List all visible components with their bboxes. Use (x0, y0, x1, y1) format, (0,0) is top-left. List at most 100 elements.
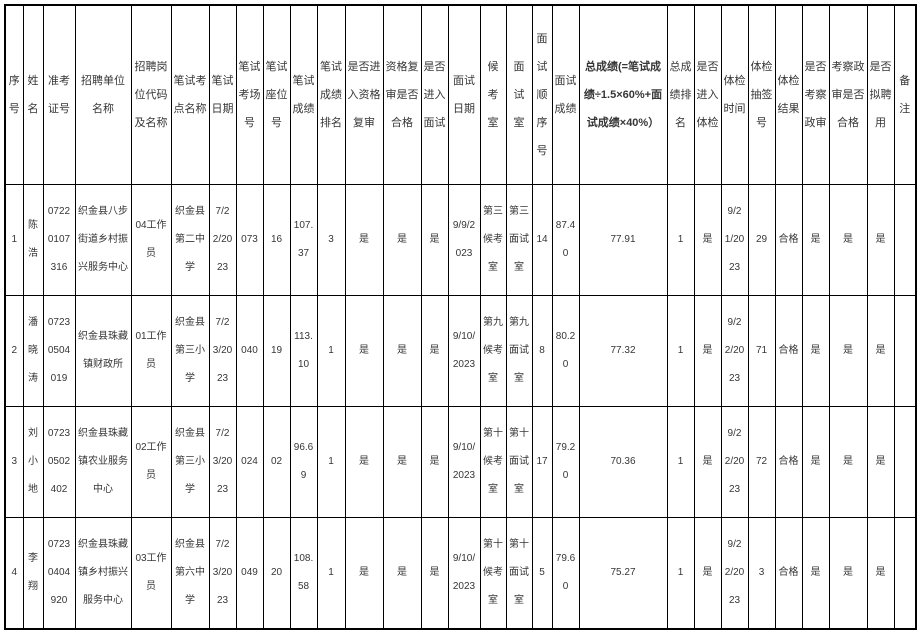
column-header: 是否进入面试 (420, 4, 449, 185)
table-cell: 3 (316, 184, 346, 296)
table-cell: 陈浩 (22, 184, 44, 296)
table-cell: 第十候考室 (479, 406, 507, 518)
column-header: 笔试日期 (208, 4, 237, 185)
column-header: 体检抽签号 (747, 4, 776, 185)
table-row: 2 潘晓涛 07230504019 织金县珠藏镇财政所 01工作员 织金县第三小学 7/23… (4, 295, 917, 407)
table-cell: 7/23/2023 (208, 517, 237, 630)
table-cell: 第九面试室 (505, 295, 533, 407)
table-cell: 1 (4, 184, 24, 296)
table-cell: 1 (666, 295, 695, 407)
table-cell: 是 (693, 184, 722, 296)
table-cell: 79.60 (551, 517, 580, 630)
table-cell: 20 (262, 517, 291, 630)
table-cell: 第十面试室 (505, 406, 533, 518)
table-cell: 71 (747, 295, 776, 407)
table-cell: 第十候考室 (479, 517, 507, 630)
table-cell: 108.58 (289, 517, 318, 630)
table-cell: 是 (693, 406, 722, 518)
table-cell: 织金县第六中学 (170, 517, 210, 630)
table-cell: 75.27 (578, 517, 668, 630)
table-cell: 9/22/2023 (720, 295, 749, 407)
table-cell: 是 (866, 184, 895, 296)
table-cell: 是 (344, 295, 384, 407)
table-cell: 是 (693, 295, 722, 407)
table-cell: 是 (866, 406, 895, 518)
column-header: 笔试座位号 (262, 4, 291, 185)
column-header: 备注 (893, 4, 917, 185)
table-cell: 01工作员 (130, 295, 172, 407)
table-cell: 1 (316, 406, 346, 518)
column-header: 总成绩排名 (666, 4, 695, 185)
table-cell: 2 (4, 295, 24, 407)
column-header: 体检结果 (774, 4, 803, 185)
column-header: 姓名 (22, 4, 44, 185)
table-cell: 9/22/2023 (720, 517, 749, 630)
table-cell: 19 (262, 295, 291, 407)
column-header: 面试顺序号 (531, 4, 553, 185)
table-cell: 1 (666, 184, 695, 296)
table-cell: 024 (235, 406, 264, 518)
table-cell (893, 184, 917, 296)
table-cell: 是 (801, 184, 830, 296)
column-header: 是否进入体检 (693, 4, 722, 185)
table-cell: 合格 (774, 184, 803, 296)
table-cell: 是 (828, 517, 868, 630)
table-cell: 是 (828, 184, 868, 296)
table-cell: 1 (316, 295, 346, 407)
table-cell (893, 517, 917, 630)
table-cell: 9/9/2023 (447, 184, 481, 296)
table-cell: 07220107316 (42, 184, 76, 296)
table-cell: 9/10/2023 (447, 295, 481, 407)
table-cell: 049 (235, 517, 264, 630)
table-cell: 7/23/2023 (208, 406, 237, 518)
column-header: 笔试考点名称 (170, 4, 210, 185)
table-cell: 是 (420, 295, 449, 407)
column-header: 是否拟聘用 (866, 4, 895, 185)
table-cell: 16 (262, 184, 291, 296)
table-cell: 织金县珠藏镇农业服务中心 (74, 406, 132, 518)
table-cell: 是 (382, 517, 422, 630)
table-cell: 3 (4, 406, 24, 518)
table-cell: 77.91 (578, 184, 668, 296)
table-cell: 织金县珠藏镇财政所 (74, 295, 132, 407)
column-header: 体检时间 (720, 4, 749, 185)
table-cell: 1 (666, 406, 695, 518)
table-cell: 72 (747, 406, 776, 518)
table-cell: 8 (531, 295, 553, 407)
table-cell: 是 (344, 406, 384, 518)
table-cell: 第三候考室 (479, 184, 507, 296)
table-cell: 李翔 (22, 517, 44, 630)
table-cell: 07230404920 (42, 517, 76, 630)
table-cell: 9/10/2023 (447, 517, 481, 630)
table-cell: 织金县第三小学 (170, 295, 210, 407)
column-header: 总成绩(=笔试成绩÷1.5×60%+面试成绩×40%） (578, 4, 668, 185)
table-row: 1 陈浩 07220107316 织金县八步街道乡村振兴服务中心 04工作员 织金县第二中… (4, 184, 917, 296)
table-cell: 是 (801, 517, 830, 630)
table-cell: 是 (801, 295, 830, 407)
table-cell: 第三面试室 (505, 184, 533, 296)
table-cell: 刘小地 (22, 406, 44, 518)
table-cell: 77.32 (578, 295, 668, 407)
table-cell (893, 295, 917, 407)
table-cell: 合格 (774, 295, 803, 407)
table-cell: 80.20 (551, 295, 580, 407)
table-cell: 17 (531, 406, 553, 518)
column-header: 笔试成绩排名 (316, 4, 346, 185)
column-header: 考察政审是否合格 (828, 4, 868, 185)
table-cell: 073 (235, 184, 264, 296)
table-cell: 70.36 (578, 406, 668, 518)
column-header: 准考证号 (42, 4, 76, 185)
table-cell: 1 (316, 517, 346, 630)
table-cell: 是 (420, 184, 449, 296)
table-cell: 1 (666, 517, 695, 630)
table-body: 1 陈浩 07220107316 织金县八步街道乡村振兴服务中心 04工作员 织金县第二中… (4, 184, 917, 630)
table-cell: 96.69 (289, 406, 318, 518)
column-header: 候考室 (479, 4, 507, 185)
table-cell: 织金县珠藏镇乡村振兴服务中心 (74, 517, 132, 630)
column-header: 笔试考场号 (235, 4, 264, 185)
column-header: 面试室 (505, 4, 533, 185)
column-header: 招聘单位名称 (74, 4, 132, 185)
table-cell: 07230502402 (42, 406, 76, 518)
table-cell: 9/22/2023 (720, 406, 749, 518)
table-cell: 3 (747, 517, 776, 630)
